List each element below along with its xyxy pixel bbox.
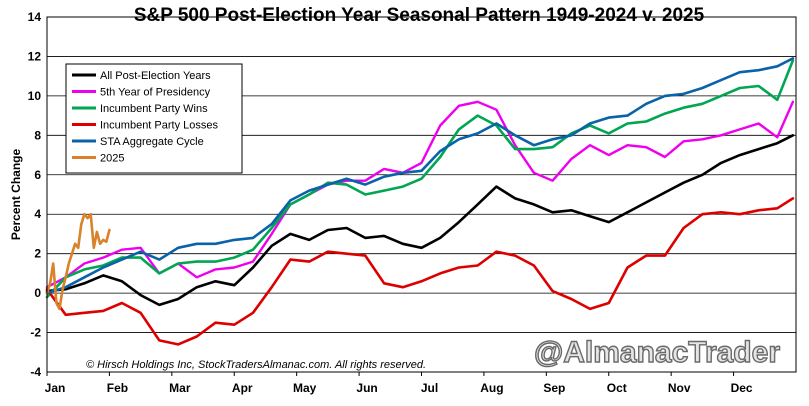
- x-tick-label: Nov: [668, 381, 691, 395]
- x-tick-label: Aug: [480, 381, 503, 395]
- y-tick-label: 8: [34, 128, 41, 142]
- plot-frame: [46, 16, 797, 373]
- legend: All Post-Election Years 5th Year of Presi…: [65, 63, 243, 174]
- legend-label: Incumbent Party Losses: [100, 120, 219, 132]
- y-axis-label: Percent Change: [9, 148, 23, 240]
- legend-box: [65, 63, 243, 174]
- series-lines: [45, 57, 795, 346]
- y-tick-label: 10: [28, 89, 42, 103]
- y-tick-label: 4: [34, 207, 41, 221]
- chart-title: S&P 500 Post-Election Year Seasonal Patt…: [134, 5, 705, 26]
- x-tick-label: Jul: [421, 381, 438, 395]
- x-tick-label: Dec: [731, 381, 753, 395]
- x-tick-label: Sep: [543, 381, 565, 395]
- y-tick-label: -2: [30, 326, 41, 340]
- series-line: [45, 57, 795, 295]
- legend-label: STA Aggregate Cycle: [100, 136, 204, 148]
- watermark-text: @AlmanacTrader: [534, 336, 780, 369]
- legend-label: All Post-Election Years: [100, 70, 211, 82]
- y-tick-label: -4: [30, 365, 41, 379]
- y-tick-label: 14: [28, 10, 42, 24]
- y-tick-label: 2: [34, 247, 41, 261]
- x-tick-label: Jan: [45, 381, 66, 395]
- x-axis-ticks: Jan Feb Mar Apr May Jun Jul Aug Sep Oct Nov Dec: [45, 372, 753, 395]
- y-tick-label: 12: [28, 49, 42, 63]
- series-line: [45, 197, 795, 346]
- y-axis-ticks: -4 -2 0 2 4 6 8 10 12 14: [28, 10, 42, 379]
- legend-label: 2025: [100, 153, 124, 165]
- x-tick-label: Apr: [232, 381, 253, 395]
- x-tick-label: Oct: [607, 381, 627, 395]
- copyright-text: © Hirsch Holdings Inc, StockTradersAlman…: [86, 359, 426, 371]
- series-line: [45, 134, 795, 307]
- y-tick-label: 0: [34, 286, 41, 300]
- series-line: [45, 59, 795, 299]
- x-tick-label: May: [293, 381, 317, 395]
- legend-label: 5th Year of Presidency: [100, 87, 211, 99]
- x-tick-label: Mar: [169, 381, 191, 395]
- x-tick-label: Jun: [356, 381, 377, 395]
- x-tick-label: Feb: [107, 381, 128, 395]
- series-line: [45, 212, 111, 311]
- legend-label: Incumbent Party Wins: [100, 103, 208, 115]
- y-tick-label: 6: [34, 168, 41, 182]
